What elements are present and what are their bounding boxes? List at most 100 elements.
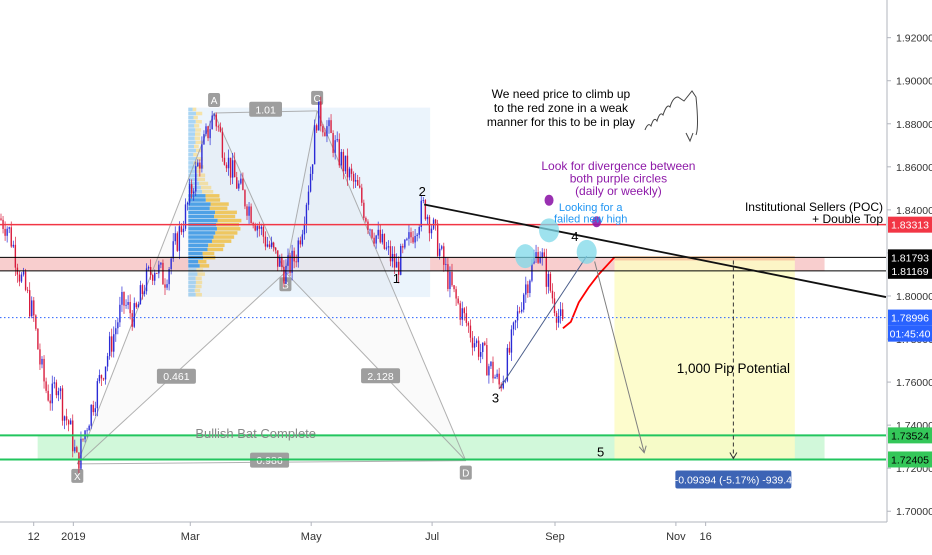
divergence-note-line: Look for divergence between	[541, 159, 695, 173]
volume-profile-bar	[195, 111, 203, 116]
pattern-leg-CD	[316, 110, 467, 461]
volume-profile-bar	[188, 251, 203, 256]
candle-body	[219, 126, 222, 132]
candle-body	[238, 183, 240, 189]
x-tick-label: 2019	[61, 531, 85, 543]
candle-body	[359, 185, 361, 188]
y-tick-label: 1.70000	[896, 506, 932, 518]
price-label-box	[888, 309, 932, 326]
candle-body	[285, 265, 287, 284]
candle-body	[383, 233, 386, 249]
target-zone-top	[614, 256, 795, 261]
candle-body	[506, 347, 509, 381]
candle-body	[211, 115, 213, 130]
volume-profile-bar	[188, 243, 209, 248]
volume-profile-bar	[188, 173, 198, 178]
countdown-box	[888, 325, 932, 342]
zones-layer	[0, 107, 825, 460]
candle-body	[57, 391, 60, 396]
candle-body	[445, 264, 447, 265]
candle-body	[350, 168, 353, 174]
climb-sketch-arrow-head	[685, 132, 694, 143]
candle-body	[344, 155, 347, 172]
candle-body	[272, 242, 275, 248]
volume-profile-bar	[188, 276, 196, 280]
candle-body	[121, 291, 123, 305]
candle-body	[0, 218, 2, 220]
volume-profile-bar	[211, 239, 232, 243]
x-tick-label: May	[301, 531, 322, 543]
volume-profile-bar	[215, 210, 237, 215]
pattern-point-badge	[71, 468, 84, 483]
candle-body	[363, 202, 365, 218]
candle-body	[523, 294, 525, 310]
volume-profile-bar	[215, 231, 238, 235]
purple-divergence-circle	[592, 216, 602, 228]
volume-profile-bar	[209, 206, 228, 210]
wave-label-2: 2	[419, 184, 426, 199]
candle-body	[352, 173, 355, 182]
volume-profile-bar	[213, 235, 235, 239]
volume-profile-bar	[188, 177, 198, 182]
candle-body	[539, 257, 541, 263]
descending-trendline[interactable]	[423, 203, 887, 298]
candle-body	[35, 315, 37, 329]
candle-body	[76, 447, 78, 453]
candle-body	[266, 244, 269, 247]
measure-label-box	[675, 470, 792, 489]
price-axis[interactable]: 1.700001.720001.740001.760001.780001.800…	[886, 0, 932, 522]
candle-body	[361, 187, 363, 203]
candle-body	[514, 320, 517, 323]
countdown-label: 01:45:40	[890, 329, 931, 341]
candle-body	[416, 234, 418, 237]
candle-body	[508, 347, 511, 353]
candle-body	[430, 228, 433, 234]
candle-body	[92, 404, 94, 413]
pattern-ratio-2: 2.128	[367, 371, 393, 383]
candle-body	[39, 349, 41, 365]
candle-body	[354, 180, 357, 182]
candle-body	[67, 420, 70, 425]
volume-profile-bar	[188, 259, 199, 264]
candle-body	[297, 240, 299, 263]
volume-profile-bar	[188, 132, 196, 136]
wave-label-3: 3	[492, 391, 499, 406]
time-axis[interactable]: 12 2019 Mar May Jul Sep Nov 16	[0, 521, 887, 543]
candle-body	[457, 298, 459, 304]
candle-body	[170, 258, 172, 269]
candle-body	[531, 263, 533, 281]
candle-body	[248, 206, 250, 216]
volume-profile-bar	[188, 185, 201, 190]
y-tick-label: 1.92000	[896, 33, 932, 45]
failed-high-note-line: Looking for a	[559, 202, 623, 214]
volume-profile-bar	[188, 152, 194, 157]
volume-profile-bar	[188, 107, 193, 112]
candle-body	[367, 221, 369, 230]
volume-profile-bar	[188, 206, 210, 210]
candle-body	[379, 229, 381, 243]
candle-body	[10, 227, 12, 247]
volume-profile-bar	[188, 111, 196, 116]
candle-body	[521, 309, 523, 312]
candle-body	[281, 257, 283, 267]
volume-profile-bar	[188, 292, 196, 297]
candle-body	[461, 308, 463, 320]
measure-label: -0.09394 (-5.17%) -939.4	[675, 474, 792, 486]
target-zone	[614, 260, 795, 460]
volume-profile-bar	[217, 218, 242, 223]
candle-body	[418, 227, 420, 235]
candle-body	[141, 285, 144, 294]
candle-body	[277, 250, 279, 267]
candle-body	[70, 420, 72, 425]
candle-body	[268, 244, 271, 247]
candle-body	[295, 261, 297, 263]
candle-body	[197, 162, 199, 167]
y-tick-label: 1.80000	[896, 291, 932, 303]
candle-body	[279, 257, 281, 267]
candle-body	[373, 237, 375, 244]
volume-profile-bar	[195, 284, 202, 289]
volume-profile-bar	[188, 136, 195, 140]
sellers-note-line: + Double Top	[812, 212, 883, 226]
